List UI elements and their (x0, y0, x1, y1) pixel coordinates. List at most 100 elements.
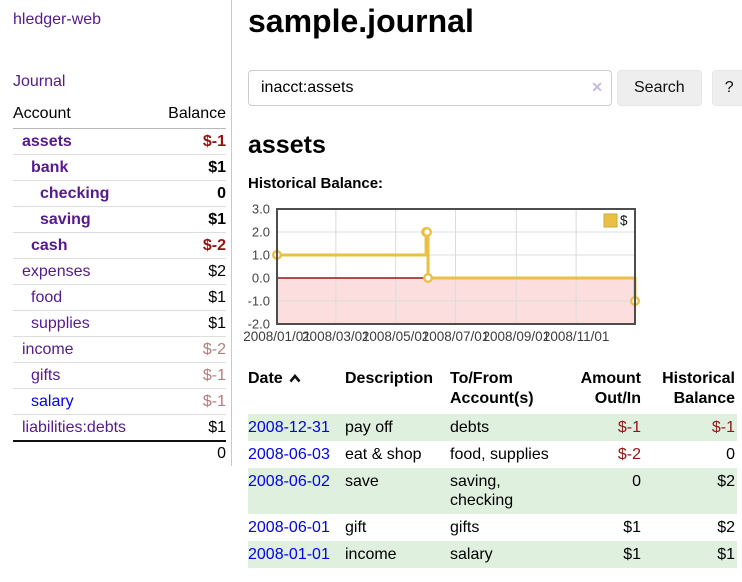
accounts-header-account: Account (13, 103, 154, 129)
register-amount-cell: $-2 (617, 446, 641, 463)
register-amount-cell: $-1 (617, 419, 641, 436)
account-link[interactable]: cash (31, 237, 68, 254)
account-link[interactable]: income (22, 341, 74, 358)
account-heading: assets (248, 131, 326, 159)
transaction-date-link[interactable]: 2008-12-31 (248, 419, 330, 436)
svg-text:2008/09/01: 2008/09/01 (483, 329, 551, 344)
register-row: 2008-06-03 eat & shop food, supplies $-2 0 (248, 441, 737, 468)
transaction-date-link[interactable]: 2008-06-03 (248, 446, 330, 463)
chart-canvas: 3.0 2.0 1.0 0.0 -1.0 -2.02008/01/012008/03/01… (243, 202, 641, 344)
register-table: Date Description To/From Account(s) Amou… (248, 367, 737, 568)
accounts-total-row: 0 (13, 440, 226, 466)
account-balance: $-1 (153, 362, 226, 389)
register-amount-cell: $1 (623, 519, 641, 536)
page-title: sample.journal (248, 3, 474, 39)
account-link[interactable]: salary (31, 393, 74, 410)
register-header-amount: Amount Out/In (580, 370, 641, 407)
main-content: sample.journal ✕ Search ? assets Histori… (232, 0, 742, 568)
account-balance: $1 (208, 419, 226, 436)
svg-text:2008/05/01: 2008/05/01 (362, 329, 430, 344)
register-header-date[interactable]: Date (248, 367, 345, 414)
svg-text:$: $ (620, 213, 628, 228)
register-row: 2008-06-01 gift gifts $1 $2 (248, 514, 737, 541)
register-accounts-cell: saving, checking (450, 473, 514, 509)
register-date-cell: 2008-06-03 (248, 441, 345, 468)
journal-nav-link[interactable]: Journal (13, 73, 66, 90)
register-amount-cell: $1 (623, 546, 641, 563)
register-description-cell: income (345, 546, 397, 563)
account-row: salary $-1 (13, 388, 226, 415)
svg-text:1.0: 1.0 (252, 248, 270, 263)
account-link[interactable]: supplies (31, 315, 90, 332)
register-balance-cell: $1 (717, 546, 735, 563)
register-balance-cell: 0 (726, 446, 735, 463)
account-row: cash $-2 (13, 232, 226, 259)
search-box: ✕ (248, 70, 612, 106)
account-balance: $-1 (153, 388, 226, 415)
svg-text:-1.0: -1.0 (248, 294, 270, 309)
search-button[interactable]: Search (617, 70, 702, 106)
register-header-accounts: To/From Account(s) (450, 370, 534, 407)
register-body: 2008-12-31 pay off debts $-1 $-1 2008-06-03 ea… (248, 414, 737, 568)
account-link[interactable]: bank (31, 159, 69, 176)
account-link[interactable]: gifts (31, 367, 61, 384)
search-row: ✕ Search ? (248, 70, 742, 106)
register-accounts-cell: salary (450, 546, 493, 563)
account-link[interactable]: expenses (22, 263, 91, 280)
chart-title: Historical Balance: (248, 175, 384, 192)
account-row: gifts $-1 (13, 362, 226, 389)
transaction-date-link[interactable]: 2008-06-02 (248, 473, 330, 490)
account-row: bank $1 (13, 154, 226, 181)
register-row: 2008-06-02 save saving, checking 0 $2 (248, 468, 737, 514)
clear-search-icon[interactable]: ✕ (591, 79, 603, 95)
accounts-total-value: 0 (153, 440, 226, 466)
register-description-cell: save (345, 473, 379, 490)
svg-text:-2.0: -2.0 (248, 317, 270, 332)
register-header-description: Description (345, 370, 434, 387)
account-balance: $1 (153, 284, 226, 311)
register-accounts-cell: debts (450, 419, 490, 436)
accounts-table: Account Balance assets $-1 bank $1 checking 0… (13, 103, 226, 466)
account-balance: $-2 (153, 336, 226, 363)
sort-ascending-icon (289, 369, 301, 389)
account-balance: $-2 (153, 232, 226, 259)
search-input[interactable] (248, 70, 612, 106)
account-row: saving $1 (13, 206, 226, 233)
accounts-body: assets $-1 bank $1 checking 0 saving $1 cash $-2 e… (13, 128, 226, 442)
account-link[interactable]: liabilities:debts (22, 419, 127, 436)
app-title-link[interactable]: hledger-web (13, 11, 102, 28)
account-link[interactable]: checking (40, 185, 110, 202)
register-row: 2008-12-31 pay off debts $-1 $-1 (248, 414, 737, 441)
register-accounts-cell: food, supplies (450, 446, 549, 463)
account-row: checking 0 (13, 180, 226, 207)
transaction-date-link[interactable]: 2008-01-01 (248, 546, 330, 563)
register-date-cell: 2008-12-31 (248, 414, 345, 441)
account-balance: $1 (153, 154, 226, 181)
svg-text:2.0: 2.0 (252, 225, 270, 240)
transaction-date-link[interactable]: 2008-06-01 (248, 519, 330, 536)
sidebar: hledger-web Journal Account Balance asse… (0, 0, 232, 466)
register-date-cell: 2008-06-02 (248, 468, 345, 514)
register-header-row: Date Description To/From Account(s) Amou… (248, 367, 737, 414)
svg-text:2008/01/01: 2008/01/01 (243, 329, 311, 344)
account-balance: $1 (153, 206, 226, 233)
account-row: food $1 (13, 284, 226, 311)
account-balance: $-1 (153, 128, 226, 155)
account-link[interactable]: assets (22, 133, 72, 150)
svg-text:2008/11/01: 2008/11/01 (543, 329, 610, 344)
help-button[interactable]: ? (711, 70, 742, 106)
register-description-cell: gift (345, 519, 367, 536)
account-balance: $2 (153, 258, 226, 285)
register-accounts-cell: gifts (450, 519, 480, 536)
account-balance: $1 (153, 310, 226, 337)
account-row: income $-2 (13, 336, 226, 363)
register-amount-cell: 0 (632, 473, 641, 490)
account-link[interactable]: saving (40, 211, 91, 228)
accounts-header-balance: Balance (153, 103, 226, 129)
svg-text:0.0: 0.0 (252, 271, 270, 286)
register-header-balance: Historical Balance (662, 370, 735, 407)
account-link[interactable]: food (31, 289, 63, 306)
register-header-date-label: Date (248, 370, 283, 387)
historical-balance-chart[interactable]: 3.0 2.0 1.0 0.0 -1.0 -2.0 2008/01/01 2008/03/01… (243, 202, 668, 350)
